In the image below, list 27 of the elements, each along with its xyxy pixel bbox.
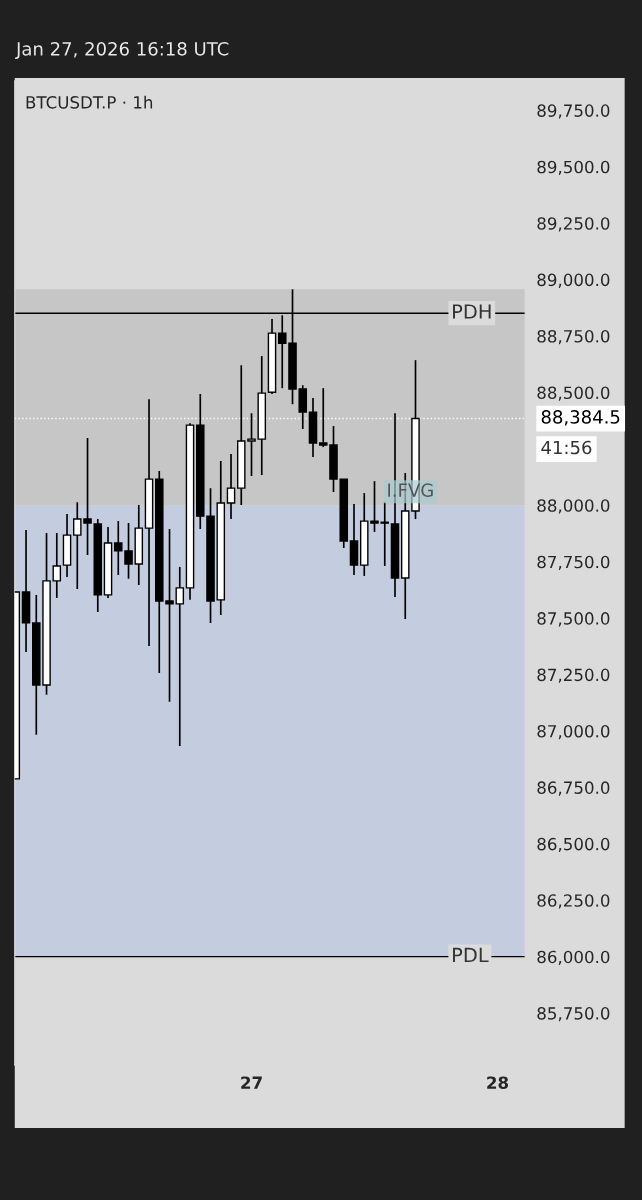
- y-tick-label: 89,750.0: [537, 104, 610, 119]
- text: Jan 27, 2026 16:18 UTC: [15, 41, 229, 59]
- y-tick-label: 89,250.0: [537, 217, 610, 232]
- y-tick-label: 88,750.0: [537, 329, 610, 345]
- y-tick-label: 86,250.0: [537, 894, 610, 909]
- y-tick-label: 87,000.0: [537, 724, 610, 740]
- y-tick-label: 87,500.0: [537, 612, 610, 627]
- text: BTCUSDT.P · 1h: [26, 95, 153, 109]
- ref-line-label: PDH: [453, 304, 491, 319]
- y-tick-label: 89,500.0: [537, 160, 610, 176]
- y-tick-label: 87,250.0: [537, 668, 610, 683]
- ref-line-label: 88,384.5: [541, 410, 620, 426]
- y-tick-label: 85,750.0: [537, 1007, 610, 1022]
- y-tick-label: 88,000.0: [537, 499, 610, 514]
- x-tick-label: 28: [487, 1076, 509, 1090]
- y-tick-label: 86,000.0: [537, 950, 610, 965]
- ref-line-label: PDL: [453, 947, 489, 963]
- y-tick-label: 88,500.0: [537, 386, 610, 401]
- x-tick-label: 27: [241, 1076, 262, 1089]
- y-tick-label: 86,750.0: [537, 781, 610, 796]
- y-tick-label: 86,500.0: [537, 837, 610, 853]
- candlestick: [52, 532, 62, 599]
- annotation: I.FVG: [388, 483, 433, 497]
- y-tick-label: 89,000.0: [537, 273, 610, 288]
- y-tick-label: 87,750.0: [537, 555, 610, 570]
- text: 41:56: [541, 440, 592, 455]
- candlestick: [226, 453, 236, 520]
